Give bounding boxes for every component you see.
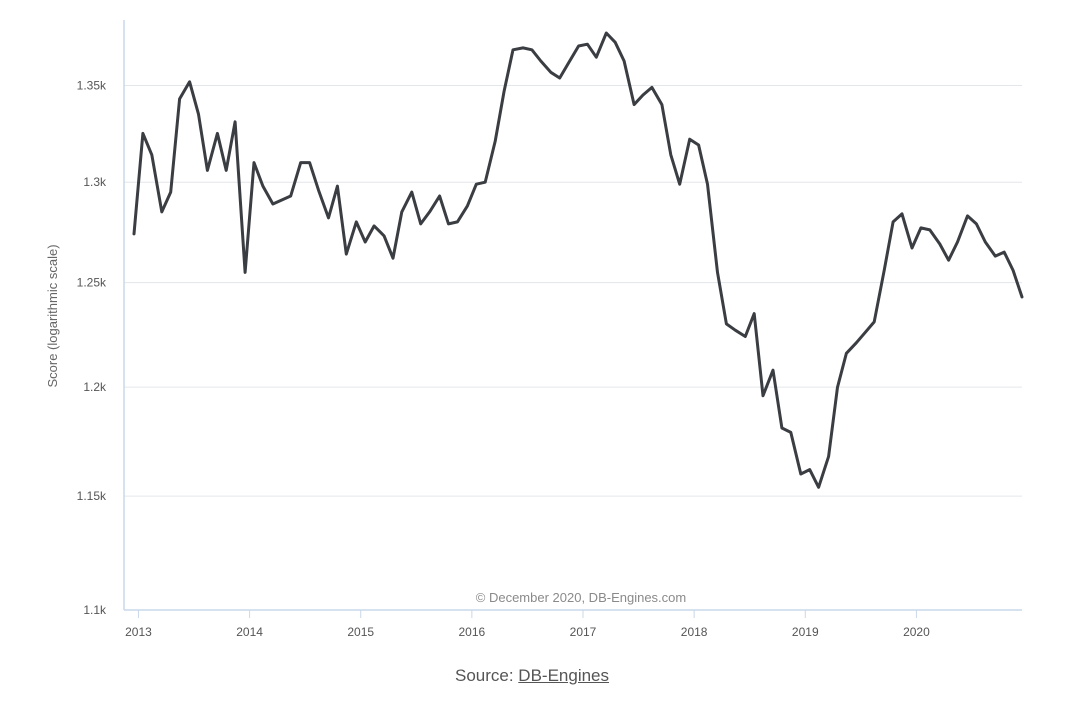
y-tick-label: 1.35k: [77, 79, 107, 93]
chart-credits: © December 2020, DB-Engines.com: [476, 590, 686, 605]
x-tick-label: 2016: [459, 625, 486, 639]
x-tick-label: 2014: [236, 625, 263, 639]
y-tick-label: 1.25k: [77, 276, 107, 290]
line-chart: 1.1k 1.15k 1.2k 1.25k 1.3k 1.35k 2013 2014 2015…: [45, 20, 1024, 639]
x-tick-labels: 2013 2014 2015 2016 2017 2018 2019 2020: [125, 610, 930, 639]
y-tick-label: 1.15k: [77, 489, 107, 503]
x-tick-label: 2013: [125, 625, 152, 639]
y-axis-title: Score (logarithmic scale): [45, 244, 60, 387]
x-tick-label: 2018: [681, 625, 708, 639]
source-caption: Source: DB-Engines: [0, 666, 1064, 686]
y-tick-label: 1.3k: [83, 175, 107, 189]
x-tick-label: 2020: [903, 625, 930, 639]
y-tick-label: 1.2k: [83, 380, 107, 394]
x-tick-label: 2015: [347, 625, 374, 639]
x-tick-label: 2017: [570, 625, 597, 639]
series-group: [132, 31, 1024, 489]
x-tick-label: 2019: [792, 625, 819, 639]
y-tick-labels: 1.1k 1.15k 1.2k 1.25k 1.3k 1.35k: [77, 79, 107, 617]
source-prefix: Source:: [454, 666, 519, 685]
gridlines: [124, 85, 1022, 497]
y-tick-label: 1.1k: [83, 603, 107, 617]
series-line: [132, 31, 1024, 489]
source-link[interactable]: DB-Engines: [518, 666, 610, 685]
